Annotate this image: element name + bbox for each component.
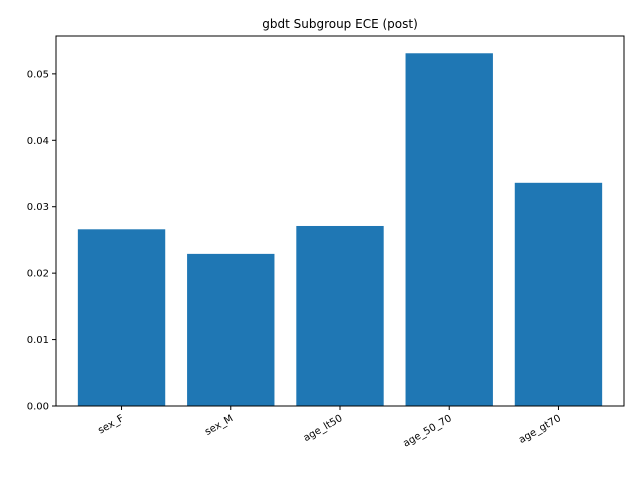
y-tick-label: 0.05 [27,69,49,80]
y-tick-label: 0.02 [27,269,49,280]
x-tick-label-age_lt50: age_lt50 [302,413,345,444]
bar-sex_F [77,229,166,406]
y-axis: 0.00 0.01 0.02 0.03 0.04 0.05 [27,69,56,413]
y-tick-label: 0.03 [27,202,49,213]
x-tick-label-age_50_70: age_50_70 [401,413,453,450]
bar-age_lt50 [296,225,384,406]
x-tick-label-sex_M: sex_M [203,413,235,438]
bar-age_gt70 [514,182,603,406]
x-tick-label-age_gt70: age_gt70 [517,413,563,446]
y-tick-label: 0.00 [27,402,49,413]
chart-title: gbdt Subgroup ECE (post) [262,17,418,31]
bar-sex_M [187,253,275,406]
x-axis: sex_F sex_M age_lt50 age_50_70 age_gt70 [96,406,563,450]
bars-group [77,53,603,407]
plot-frame [55,35,625,407]
x-tick-label-sex_F: sex_F [96,413,126,437]
bar-age_50_70 [405,53,493,407]
y-tick-label: 0.01 [27,335,49,346]
y-tick-label: 0.04 [27,136,49,147]
